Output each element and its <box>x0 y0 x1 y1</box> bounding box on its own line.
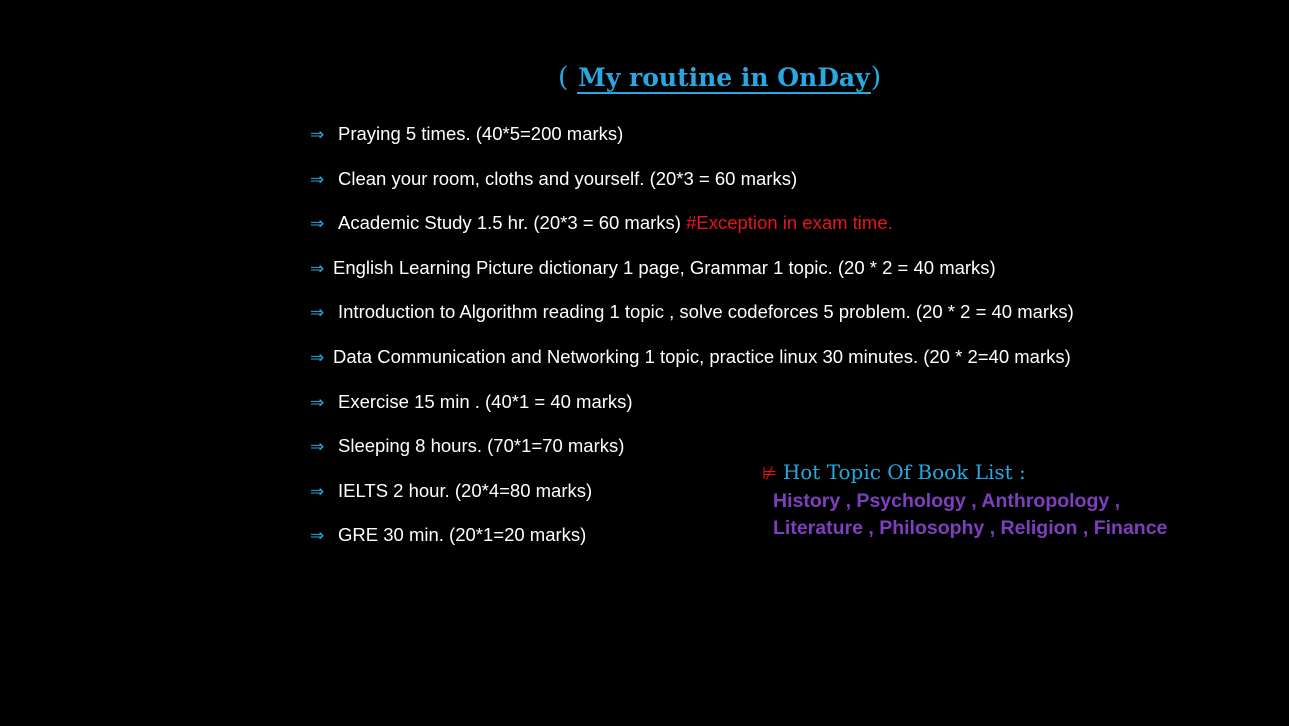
list-item-text: Clean your room, cloths and yourself. (2… <box>338 167 798 189</box>
book-topics-line-2: Literature , Philosophy , Religion , Fin… <box>773 517 1168 539</box>
right-double-arrow-icon: ⇒ <box>310 303 325 324</box>
right-double-arrow-icon: ⇒ <box>310 481 325 502</box>
right-double-arrow-icon: ⇒ <box>310 347 325 368</box>
list-item-text: English Learning Picture dictionary 1 pa… <box>333 256 996 278</box>
right-double-arrow-icon: ⇒ <box>310 125 325 145</box>
page-title: ( My routine in OnDay) <box>558 62 882 94</box>
right-double-arrow-icon: ⇒ <box>310 214 325 235</box>
list-item: ⇒ GRE 30 min. (20*1=20 marks) <box>310 521 1074 566</box>
does-not-satisfy-icon: ⊭ <box>762 464 777 484</box>
list-item-text: Academic Study 1.5 hr. (20*3 = 60 marks) <box>338 212 687 234</box>
list-item-text: Data Communication and Networking 1 topi… <box>333 345 1071 367</box>
right-double-arrow-icon: ⇒ <box>310 437 325 458</box>
book-topics-line-1: History , Psychology , Anthropology , <box>773 490 1121 512</box>
right-double-arrow-icon: ⇒ <box>310 392 325 413</box>
list-item-text: Exercise 15 min . (40*1 = 40 marks) <box>338 390 633 412</box>
list-item-text: Praying 5 times. (40*5=200 marks) <box>338 123 624 144</box>
exception-note: #Exception in exam time. <box>686 212 893 234</box>
list-item: ⇒ Clean your room, cloths and yourself. (… <box>310 165 1074 210</box>
routine-list: ⇒ Praying 5 times. (40*5=200 marks) ⇒ Clea… <box>310 120 1074 566</box>
title-open-paren: ( <box>558 62 569 93</box>
title-close-paren: ) <box>870 62 882 93</box>
list-item-text: Introduction to Algorithm reading 1 topi… <box>338 301 1074 323</box>
list-item-text: Sleeping 8 hours. (70*1=70 marks) <box>338 435 625 457</box>
list-item-text: IELTS 2 hour. (20*4=80 marks) <box>338 479 593 501</box>
list-item: ⇒ Praying 5 times. (40*5=200 marks) <box>310 120 1074 165</box>
list-item: ⇒ Data Communication and Networking 1 top… <box>310 343 1074 388</box>
list-item: ⇒ Introduction to Algorithm reading 1 top… <box>310 298 1074 343</box>
right-double-arrow-icon: ⇒ <box>310 526 325 547</box>
title-text: My routine in OnDay <box>577 63 871 94</box>
list-item: ⇒ IELTS 2 hour. (20*4=80 marks) <box>310 477 1074 522</box>
right-double-arrow-icon: ⇒ <box>310 169 325 190</box>
list-item: ⇒ Sleeping 8 hours. (70*1=70 marks) <box>310 432 1074 477</box>
list-item: ⇒ Exercise 15 min . (40*1 = 40 marks) <box>310 388 1074 433</box>
right-double-arrow-icon: ⇒ <box>310 258 325 279</box>
list-item-text: GRE 30 min. (20*1=20 marks) <box>338 524 587 546</box>
book-topics-heading-text: Hot Topic Of Book List : <box>782 460 1026 484</box>
book-topics: ⊭ Hot Topic Of Book List : History , Psyc… <box>762 458 1167 542</box>
list-item: ⇒ English Learning Picture dictionary 1 p… <box>310 254 1074 299</box>
list-item: ⇒ Academic Study 1.5 hr. (20*3 = 60 marks… <box>310 209 1074 254</box>
book-topics-heading: ⊭ Hot Topic Of Book List : <box>762 458 1167 488</box>
